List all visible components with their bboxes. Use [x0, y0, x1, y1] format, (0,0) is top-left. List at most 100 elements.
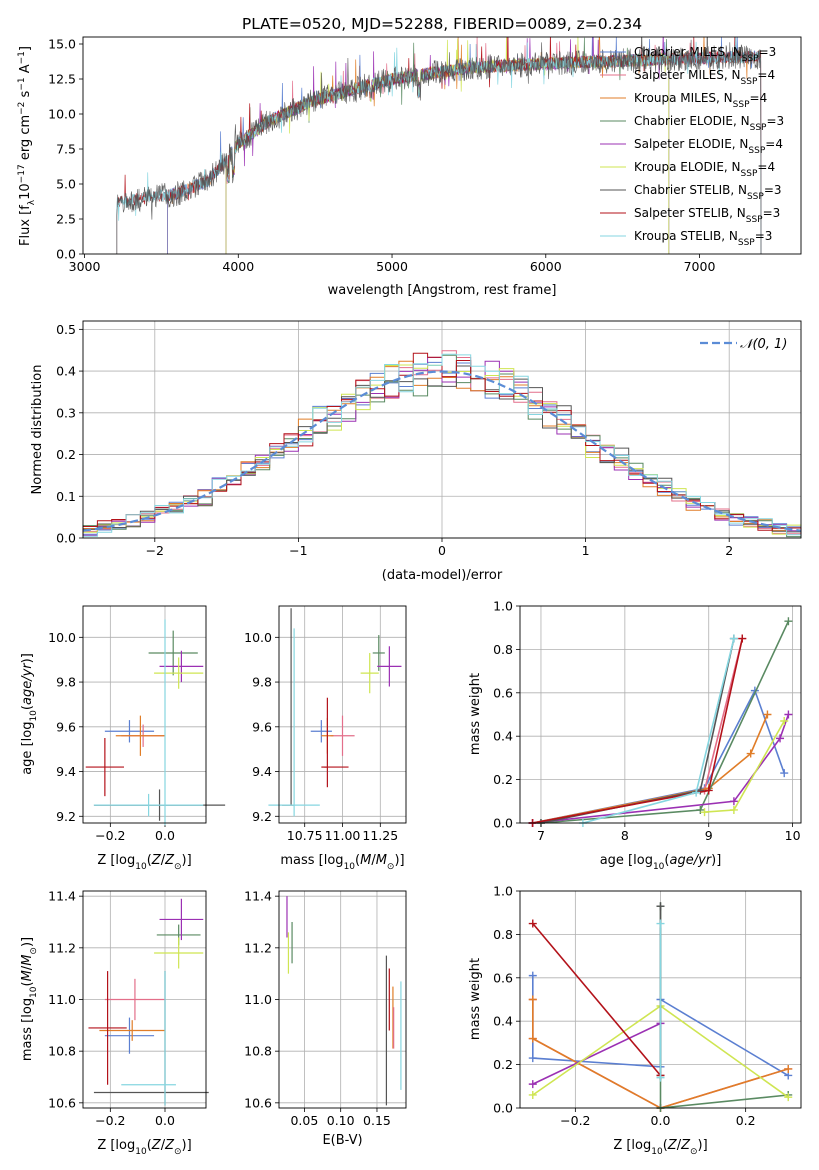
x-tick-label: 0.05 [290, 1113, 318, 1128]
y-tick-label: 10.8 [48, 1044, 76, 1059]
label-part: Z [log [613, 1138, 651, 1153]
x-tick-label: 6000 [530, 259, 562, 274]
y-tick-label: 0.4 [493, 729, 513, 744]
y-tick-label: 0.0 [493, 816, 513, 831]
label-part: 10 [18, 183, 33, 200]
y-tick-label: 9.6 [252, 719, 272, 734]
label-part: Z [164, 853, 175, 868]
x-axis-label: mass [log10(M/M⊙)] [280, 853, 404, 872]
y-tick-label: 12.5 [48, 72, 76, 87]
label-part: =4 [757, 68, 775, 82]
label-part: Salpeter ELODIE, N [634, 137, 748, 151]
y-tick-label: 0.4 [56, 364, 76, 379]
y-axis-label: mass weight [468, 673, 483, 755]
label-part: −2 [17, 102, 27, 115]
chart-mass-vs-Z: −0.2 0.010.610.811.011.211.4Z [log10(Z/Z⊙… [20, 889, 209, 1157]
label-part: ⊙ [174, 1147, 182, 1157]
x-tick-label: 10.75 [287, 828, 323, 843]
chart-age-vs-Z: −0.2 0.09.29.49.69.810.0Z [log10(Z/Z⊙)]ag… [20, 605, 226, 872]
weight-line-2 [532, 714, 769, 824]
weight-marker [528, 1054, 537, 1063]
label-part: s [18, 90, 33, 101]
x-tick-label: 5000 [376, 259, 408, 274]
label-part: / [677, 1138, 682, 1153]
label-part: / [20, 965, 35, 970]
y-tick-label: 0.5 [56, 322, 76, 337]
weight-marker [784, 710, 793, 719]
label-part: )] [698, 1138, 708, 1153]
y-tick-label: 0.3 [56, 405, 76, 420]
label-part: SSP [741, 77, 758, 87]
label-part: Chabrier MILES, N [634, 45, 742, 59]
x-tick-label: 0.10 [327, 1113, 355, 1128]
y-tick-label: 0.6 [493, 970, 513, 985]
label-part: Salpeter STELIB, N [634, 206, 746, 220]
x-tick-label: 0.0 [155, 1113, 175, 1128]
label-part: ⊙ [690, 1147, 698, 1157]
x-tick-label: 0.2 [736, 1113, 756, 1128]
label-part: )] [20, 653, 35, 663]
y-tick-label: 0.8 [493, 642, 513, 657]
y-tick-label: 10.6 [48, 1095, 76, 1110]
legend-entry-6: Chabrier STELIB, NSSP=3 [634, 183, 782, 202]
legend-entry-8: Kroupa STELIB, NSSP=3 [634, 229, 772, 248]
label-part: Z [151, 853, 162, 868]
weight-marker [784, 617, 793, 626]
legend-entry-5: Kroupa ELODIE, NSSP=4 [634, 160, 775, 179]
x-tick-label: 11.25 [362, 828, 398, 843]
x-tick-label: 9 [705, 828, 713, 843]
label-part: SSP [748, 146, 765, 156]
weight-marker [729, 805, 738, 814]
label-part: / [161, 1138, 166, 1153]
label-part: ( [20, 981, 35, 986]
label-part: mass [log [280, 853, 343, 868]
weight-line-4 [532, 1022, 661, 1085]
weight-marker [528, 1080, 537, 1089]
y-tick-label: 11.2 [48, 940, 76, 955]
label-part: M [20, 955, 35, 966]
label-part: 10 [29, 986, 39, 998]
y-tick-label: 0.4 [493, 1014, 513, 1029]
axes-frame [278, 605, 407, 824]
axes-frame [82, 320, 802, 539]
spectrum-series-6 [116, 37, 762, 254]
y-tick-label: 0.2 [493, 1057, 513, 1072]
chart-spectrum: 3000 4000 5000 6000 7000 0.0 2.5 5.0 7.5 10.0 12.5… [17, 36, 802, 298]
label-part: SSP [742, 54, 759, 64]
x-tick-label: 2 [725, 543, 733, 558]
axes-frame [82, 36, 802, 255]
weight-marker [528, 971, 537, 980]
label-part: )] [182, 853, 192, 868]
x-tick-label: 4000 [222, 259, 254, 274]
x-tick-label: 11.00 [325, 828, 361, 843]
label-part: Z [log [97, 853, 135, 868]
y-tick-label: 0.8 [493, 927, 513, 942]
x-tick-label: −0.2 [95, 1113, 125, 1128]
label-part: −1 [17, 77, 27, 90]
label-part: SSP [747, 192, 764, 202]
label-part: SSP [750, 123, 767, 133]
x-tick-label: 0.15 [363, 1113, 391, 1128]
y-tick-label: 9.4 [252, 764, 272, 779]
label-part: 10 [29, 710, 39, 722]
weight-line-3 [659, 906, 789, 1109]
axes-frame [82, 890, 207, 1109]
axes-frame [278, 890, 407, 1109]
label-part: SSP [741, 169, 758, 179]
x-axis-label: Z [log10(Z/Z⊙)] [97, 1138, 191, 1157]
label-part: ( [147, 853, 152, 868]
label-part: Z [151, 1138, 162, 1153]
weight-marker [729, 634, 738, 643]
y-tick-label: 10.6 [244, 1095, 272, 1110]
weight-line-6 [540, 638, 735, 824]
y-tick-label: 1.0 [493, 599, 513, 614]
label-part: )] [394, 853, 404, 868]
legend-gaussian-label: 𝒩(0, 1) [740, 337, 787, 352]
label-part: ( [664, 853, 669, 868]
weight-marker [528, 1034, 537, 1043]
label-part: Chabrier ELODIE, N [634, 114, 750, 128]
label-part: M [20, 970, 35, 981]
label-part: =3 [766, 114, 784, 128]
x-tick-label: −0.2 [95, 828, 125, 843]
legend-entry-2: Kroupa MILES, NSSP=4 [634, 91, 767, 110]
